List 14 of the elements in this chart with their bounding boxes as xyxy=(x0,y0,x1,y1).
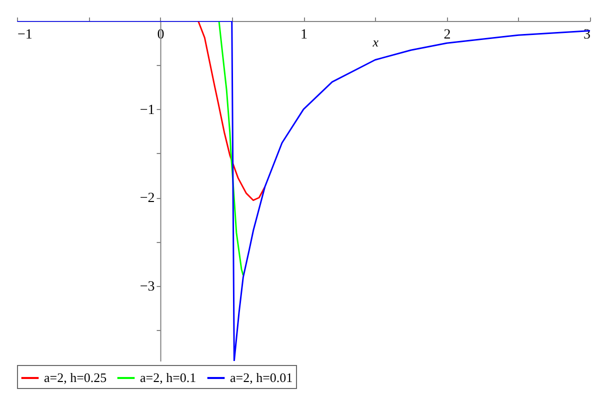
y-tick-label: −3 xyxy=(140,279,155,294)
line-series xyxy=(197,21,266,202)
x-axis-title: x xyxy=(372,34,379,50)
legend-label: a=2, h=0.1 xyxy=(140,370,196,385)
y-tick-label: −2 xyxy=(140,191,155,206)
legend-label: a=2, h=0.01 xyxy=(230,370,293,385)
x-tick-label: 1 xyxy=(300,28,308,42)
x-tick-label: 2 xyxy=(444,28,451,42)
x-tick-label: 0 xyxy=(157,28,164,42)
line-series xyxy=(218,21,244,276)
y-tick-label: −1 xyxy=(140,102,155,118)
legend-label: a=2, h=0.25 xyxy=(44,370,107,385)
line-series xyxy=(17,21,590,361)
x-tick-label: −1 xyxy=(18,28,32,42)
